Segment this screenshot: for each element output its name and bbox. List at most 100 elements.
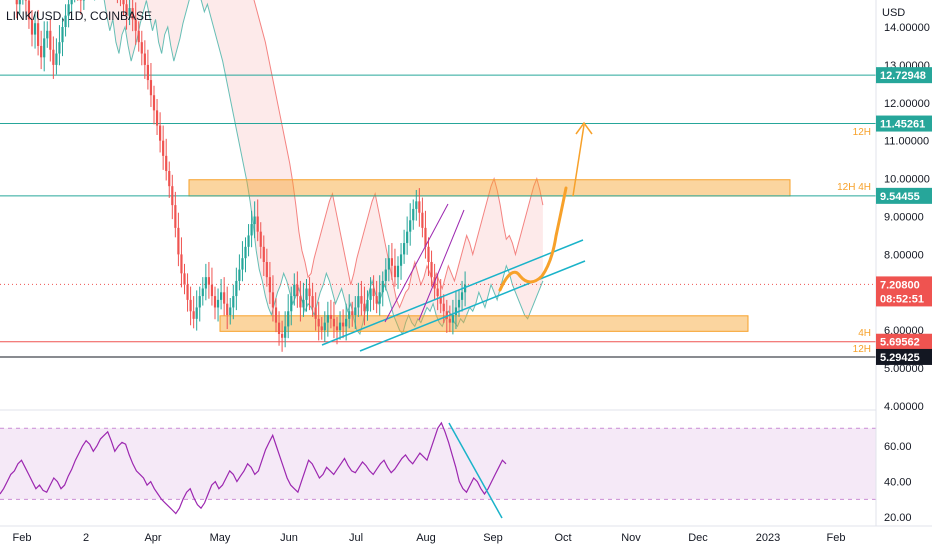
candle-body — [360, 296, 363, 304]
wedge-line-a — [384, 203, 449, 323]
candle-body — [354, 307, 357, 316]
candle-body — [268, 277, 271, 293]
candle-body — [320, 326, 323, 331]
price-axis-tags: 12.72948 11.45261 9.54455 5.69562 5.29425 7.2… — [837, 67, 932, 365]
candle-body — [406, 231, 409, 244]
candle-body — [143, 53, 146, 65]
wedge-line-b — [418, 209, 465, 321]
candle-body — [15, 0, 18, 5]
rsi-tick-label: 20.00 — [884, 512, 912, 524]
time-tick-label: Jun — [280, 532, 298, 544]
cloud-span-a — [253, 0, 544, 309]
candle-body — [357, 296, 360, 308]
channel-upper-line — [321, 239, 584, 346]
candle-body — [165, 155, 168, 172]
price-tick-label: 10.00000 — [884, 174, 930, 186]
candle-body — [311, 296, 314, 308]
candle-body — [49, 30, 52, 50]
candle-body — [332, 318, 336, 327]
candle-body — [140, 42, 143, 54]
price-tick-label: 12.00000 — [884, 98, 930, 110]
candle-body — [460, 292, 464, 300]
time-tick-label: Jul — [349, 532, 363, 544]
rsi-axis[interactable]: 60.00 40.00 20.00 — [884, 441, 912, 524]
rsi-line — [0, 421, 507, 515]
candle-body — [302, 299, 305, 308]
candle-body — [171, 186, 174, 206]
candle-body — [33, 23, 37, 35]
countdown-tag: 08:52:51 — [880, 293, 924, 305]
candle-body — [177, 227, 180, 255]
candle-body — [232, 296, 235, 308]
candle-body — [284, 326, 287, 338]
candle-body — [247, 235, 250, 247]
candle-body — [207, 277, 210, 285]
level-tag-bg — [876, 348, 932, 365]
candle-body — [168, 171, 171, 187]
timeframe-label: 4H — [858, 328, 871, 339]
candle-body — [323, 322, 326, 331]
candle-body — [137, 30, 140, 43]
candle-body — [305, 288, 308, 300]
price-tick-label: 4.00000 — [884, 401, 924, 413]
time-tick-label: 2023 — [756, 532, 780, 544]
candle-body — [70, 0, 73, 5]
candle-body — [351, 311, 354, 316]
ichimoku-cloud — [93, 0, 544, 336]
time-tick-label: Nov — [621, 532, 641, 544]
chart-title: LINK/USD, 1D, COINBASE — [6, 9, 152, 23]
candle-body — [159, 125, 162, 141]
candle-body — [155, 110, 159, 126]
candle-body — [183, 273, 186, 285]
candle-body — [213, 296, 217, 308]
level-tag-bg — [876, 115, 932, 132]
candle-body — [442, 303, 445, 312]
price-axis[interactable]: 14.0000013.0000012.0000011.0000010.00000… — [884, 22, 930, 413]
candle-body — [152, 95, 156, 111]
candle-body — [223, 292, 226, 304]
candle-body — [412, 208, 415, 221]
price-tick-label: 14.00000 — [884, 22, 930, 34]
level-tag-bg — [876, 67, 932, 84]
price-tick-label: 9.00000 — [884, 212, 924, 224]
time-tick-label: Feb — [13, 532, 32, 544]
candle-body — [174, 205, 177, 228]
timeframe-label: 12H — [853, 127, 871, 138]
candle-body — [424, 227, 427, 247]
time-tick-label: Dec — [688, 532, 708, 544]
candle-body — [296, 284, 299, 297]
projection-path — [498, 186, 568, 292]
rsi-trendline — [448, 422, 503, 519]
candle-body — [369, 288, 372, 300]
candle-body — [335, 326, 339, 331]
candle-body — [317, 318, 320, 327]
candle-body — [393, 265, 397, 278]
candle-body — [259, 231, 262, 247]
rsi-tick-label: 60.00 — [884, 441, 912, 453]
projection-arrow-head — [575, 121, 593, 135]
supply-zone — [188, 179, 791, 197]
candle-body — [372, 288, 375, 297]
candle-body — [281, 333, 284, 338]
candle-body — [30, 19, 34, 35]
time-axis[interactable]: Feb 2 Apr May Jun Jul Aug Sep Oct Nov Dec 2023 Feb — [13, 532, 846, 544]
candle-body — [436, 288, 439, 297]
candle-body — [253, 216, 256, 225]
candle-body — [37, 23, 40, 46]
candle-body — [378, 292, 381, 304]
candle-body — [125, 4, 128, 16]
candle-body — [329, 315, 332, 319]
candle-body — [271, 292, 275, 308]
current-price-tag: 7.20800 — [880, 279, 920, 291]
candle-body — [64, 15, 67, 27]
candle-body — [348, 311, 351, 319]
candle-body — [43, 38, 46, 58]
candle-body — [409, 220, 412, 232]
candle-body — [131, 8, 134, 20]
candle-body — [265, 261, 268, 278]
candle-body — [244, 246, 247, 259]
candle-body — [134, 19, 137, 31]
candle-body — [192, 311, 195, 319]
candle-body — [308, 288, 311, 297]
